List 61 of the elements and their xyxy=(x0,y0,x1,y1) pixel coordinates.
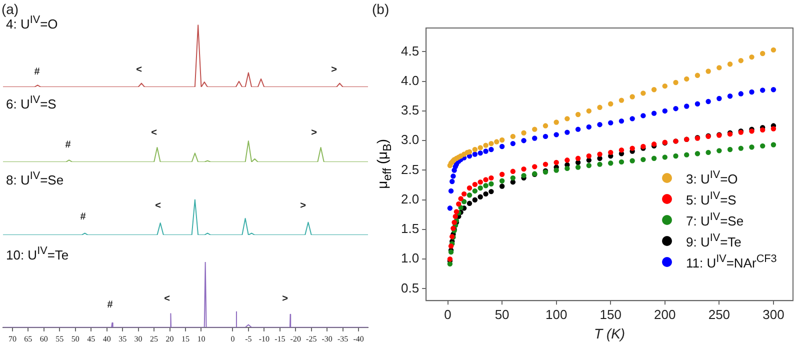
legend-label: 3: U$^{IV}$=O xyxy=(686,169,738,187)
x-tick-label: 50 xyxy=(71,334,80,344)
x-tick-label: 0 xyxy=(230,334,235,344)
x-tick-label: 60 xyxy=(40,334,48,344)
x-tick-label: 70 xyxy=(8,334,16,344)
annotation: # xyxy=(34,66,40,78)
annotation: > xyxy=(300,200,306,212)
x-tick-label: 150 xyxy=(600,306,622,322)
y-tick-label: 2.5 xyxy=(400,162,420,177)
annotation: < xyxy=(155,200,161,212)
x-tick-label: -5 xyxy=(245,334,252,344)
y-tick-label: 2.0 xyxy=(400,191,420,206)
annotation: < xyxy=(136,64,142,76)
y-tick-label: 4.5 xyxy=(400,43,420,58)
x-tick-label: 10 xyxy=(197,334,206,344)
legend-label: 7: U$^{IV}$=Se xyxy=(686,211,744,229)
text: (b) xyxy=(372,1,390,17)
x-axis-title: T (K) xyxy=(594,325,626,342)
chart-title: 10: U$^{IV}$=Te xyxy=(6,245,69,262)
y-tick-label: 3.5 xyxy=(400,102,420,118)
x-tick-label: 300 xyxy=(762,306,784,322)
text: (a) xyxy=(1,1,19,17)
x-tick-label: 30 xyxy=(134,334,142,344)
x-tick-label: 15 xyxy=(182,334,190,344)
annotation: > xyxy=(282,294,288,304)
x-tick-label: 250 xyxy=(708,306,730,322)
x-tick-label: 0 xyxy=(444,306,452,322)
x-tick-label: -25 xyxy=(306,334,317,344)
annotation: # xyxy=(65,140,71,150)
legend-label: 5: U$^{IV}$=S xyxy=(686,190,736,208)
chart-title: 8: U$^{IV}$=Se xyxy=(6,170,64,188)
x-tick-label: -40 xyxy=(353,334,364,344)
x-tick-label: 55 xyxy=(56,334,64,344)
x-tick-label: 40 xyxy=(102,334,111,344)
text: > xyxy=(311,128,317,138)
x-tick-label: 25 xyxy=(150,334,158,344)
y-tick-label: 4.0 xyxy=(400,72,420,88)
text: < xyxy=(151,128,157,138)
legend-label: 11: U$^{IV}$=NAr$^{CF3}$ xyxy=(686,253,777,271)
y-tick-label: 3.0 xyxy=(400,132,420,148)
x-tick-label: 65 xyxy=(24,334,32,344)
x-tick-label: 35 xyxy=(118,334,127,344)
y-tick-label: 1.0 xyxy=(400,250,420,266)
x-tick-label: -15 xyxy=(274,334,286,344)
annotation: < xyxy=(164,294,170,304)
x-tick-label: 200 xyxy=(654,306,676,322)
x-tick-label: 50 xyxy=(494,306,510,322)
x-tick-label: -10 xyxy=(258,334,270,344)
x-tick-label: -20 xyxy=(290,334,301,344)
annotation: # xyxy=(80,212,86,222)
annotation: # xyxy=(107,300,113,310)
x-tick-label: 45 xyxy=(87,334,96,344)
y-tick-label: 1.5 xyxy=(400,221,420,236)
x-tick-label: -35 xyxy=(337,334,348,344)
chart-title: 6: U$^{IV}$=S xyxy=(6,94,56,112)
annotation: > xyxy=(331,64,337,76)
legend-label: 9: U$^{IV}$=Te xyxy=(686,232,742,250)
y-tick-label: 0.5 xyxy=(400,280,420,296)
x-tick-label: 20 xyxy=(166,334,174,344)
x-tick-label: 100 xyxy=(545,306,568,322)
x-tick-label: -30 xyxy=(322,334,332,344)
